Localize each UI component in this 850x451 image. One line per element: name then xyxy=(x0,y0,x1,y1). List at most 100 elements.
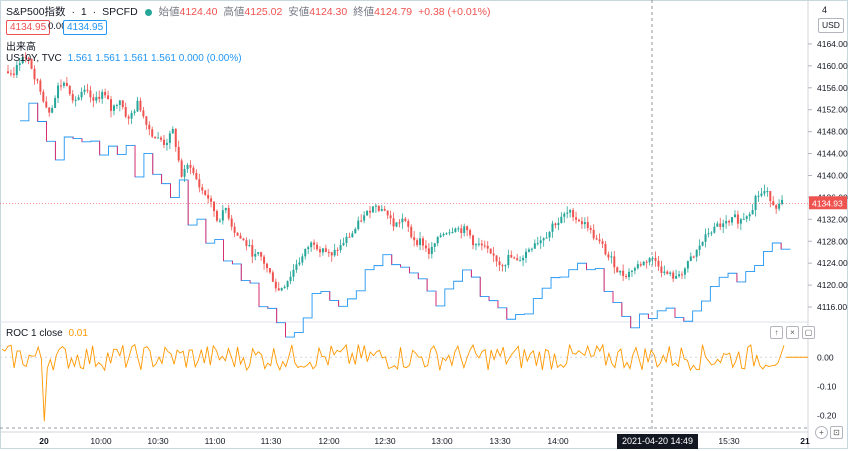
candle-body xyxy=(24,56,27,59)
candle-body xyxy=(363,215,366,221)
sell-button[interactable]: 4134.95 xyxy=(6,20,51,35)
candle-body xyxy=(392,218,395,227)
price-tick-label: 4152.00 xyxy=(817,105,848,115)
zoom-plus-icon[interactable]: + xyxy=(815,426,828,439)
symbol-header[interactable]: S&P500指数 · 1 · SPCFD 始値4124.40 高値4125.02… xyxy=(6,6,491,18)
close-label: 終値 xyxy=(353,6,375,18)
compare-symbol-label[interactable]: US10Y, TVC 1.561 1.561 1.561 1.561 0.000… xyxy=(6,53,242,64)
candle-body xyxy=(419,238,422,246)
candle-body xyxy=(383,209,386,211)
candle-body xyxy=(745,216,748,219)
candle-body xyxy=(683,268,686,275)
candle-body xyxy=(707,233,710,235)
candle-body xyxy=(442,233,445,236)
candle-body xyxy=(266,263,268,269)
candle-body xyxy=(460,228,463,234)
candle-body xyxy=(689,256,692,262)
candle-body xyxy=(474,244,477,246)
candle-body xyxy=(480,243,483,246)
candle-body xyxy=(636,264,639,269)
candle-body xyxy=(289,276,292,282)
candle-body xyxy=(27,58,30,60)
price-tick-label: 4120.00 xyxy=(817,280,848,290)
price-tick-label: 4160.00 xyxy=(817,61,848,71)
candle-body xyxy=(348,236,351,238)
candle-body xyxy=(357,220,360,229)
time-tick-label: 14:00 xyxy=(547,436,569,446)
low-value: 4124.30 xyxy=(309,6,348,18)
candle-body xyxy=(489,248,492,254)
candle-body xyxy=(630,270,633,272)
candle-body xyxy=(92,97,95,101)
candle-body xyxy=(57,85,60,99)
candle-body xyxy=(307,247,310,250)
candle-body xyxy=(277,288,280,291)
candle-body xyxy=(586,222,589,229)
candle-body xyxy=(198,179,201,188)
candle-body xyxy=(9,73,12,75)
candle-body xyxy=(566,212,569,214)
candle-body xyxy=(407,220,410,227)
candle-body xyxy=(101,91,104,99)
candle-body xyxy=(389,215,392,219)
candle-body xyxy=(651,257,654,259)
candle-body xyxy=(572,210,575,218)
pane-close-icon[interactable]: × xyxy=(786,326,799,339)
candle-body xyxy=(254,253,257,257)
candle-body xyxy=(86,89,89,91)
roc-label[interactable]: ROC 1 close xyxy=(6,328,63,339)
candle-body xyxy=(71,94,74,101)
pane-maximize-icon[interactable]: ▢ xyxy=(802,326,815,339)
candle-body xyxy=(766,191,769,193)
candle-body xyxy=(248,245,251,247)
symbol-interval[interactable]: 1 xyxy=(80,6,87,18)
candle-body xyxy=(301,256,304,263)
candle-body xyxy=(15,64,18,75)
roc-legend[interactable]: ROC 1 close 0.01 xyxy=(6,328,88,339)
candle-body xyxy=(510,255,513,258)
candle-body xyxy=(157,137,160,139)
candle-body xyxy=(410,226,413,238)
candle-body xyxy=(321,248,324,253)
candle-body xyxy=(189,164,192,168)
candle-body xyxy=(716,223,719,227)
auto-scale-icon[interactable]: ⊡ xyxy=(830,426,843,439)
spread-value: 0.00 xyxy=(48,21,67,32)
compare-symbol-name[interactable]: US10Y, TVC xyxy=(6,53,62,64)
candle-body xyxy=(680,274,683,276)
candle-body xyxy=(769,191,772,202)
candle-body xyxy=(554,223,557,226)
volume-label[interactable]: 出来高 xyxy=(6,42,36,53)
candle-body xyxy=(171,128,174,134)
candle-body xyxy=(74,99,77,101)
candle-body xyxy=(115,104,118,106)
candle-body xyxy=(439,235,442,237)
price-tick-label: 4144.00 xyxy=(817,149,848,159)
time-tick-label: 11:30 xyxy=(261,436,282,446)
change-value: +0.38 (+0.01%) xyxy=(418,6,491,18)
candle-body xyxy=(130,112,133,119)
time-tick-label: 21 xyxy=(800,436,810,446)
buy-button[interactable]: 4134.95 xyxy=(63,20,108,35)
candle-body xyxy=(725,221,728,224)
candle-body xyxy=(59,85,62,87)
candle-body xyxy=(575,217,578,220)
candle-body xyxy=(142,110,145,117)
candle-body xyxy=(601,241,604,244)
candle-body xyxy=(778,203,781,209)
time-tick-label: 10:30 xyxy=(147,436,169,446)
candle-body xyxy=(592,229,595,239)
candle-body xyxy=(283,286,286,289)
candle-body xyxy=(701,241,704,246)
pane-move-up-icon[interactable]: ↑ xyxy=(770,326,783,339)
candle-body xyxy=(151,129,154,137)
candle-body xyxy=(654,257,657,261)
candle-body xyxy=(625,275,628,278)
candle-body xyxy=(527,249,530,252)
candle-body xyxy=(772,201,775,206)
candle-body xyxy=(710,232,713,234)
symbol-name[interactable]: S&P500指数 xyxy=(6,6,66,18)
currency-label[interactable]: USD xyxy=(818,18,844,33)
candle-body xyxy=(545,237,548,239)
